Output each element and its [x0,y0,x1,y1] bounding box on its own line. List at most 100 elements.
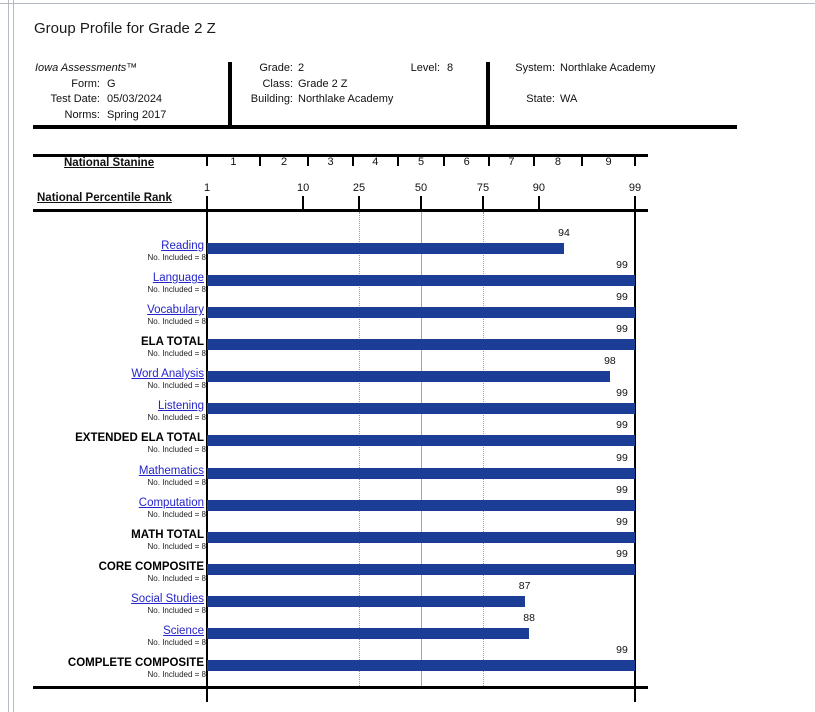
subject-total-label: COMPLETE COMPOSITE [67,657,204,669]
included-count: No. Included = 8 [147,510,206,519]
subject-total-label: ELA TOTAL [140,336,204,348]
level-label: Level: [410,62,440,74]
percentile-value: 98 [604,355,616,367]
included-count: No. Included = 8 [147,349,206,358]
stanine-scale-line [33,154,648,157]
class-label: Class: [262,78,293,90]
included-count: No. Included = 8 [147,285,206,294]
subject-total-label: MATH TOTAL [131,529,204,541]
test-date-value: 05/03/2024 [107,93,163,105]
included-count: No. Included = 8 [147,381,206,390]
percentile-bar [207,532,635,543]
subject-link[interactable]: Listening [157,400,204,412]
percentile-bar [207,660,635,671]
axis-right [634,196,636,702]
stanine-tick [634,157,636,166]
subject-link[interactable]: Language [152,272,204,284]
percentile-bar [207,500,635,511]
included-count: No. Included = 8 [147,670,206,679]
stanine-tick [532,157,535,166]
stanine-tick [352,157,355,166]
percentile-tick [537,196,540,211]
included-count: No. Included = 8 [147,253,206,262]
stanine-number: 4 [372,156,379,168]
chart-row: 99 EXTENDED ELA TOTAL No. Included = 8 [0,419,815,454]
chart-row: 99 Listening No. Included = 8 [0,387,815,422]
info-divider-1 [228,62,232,129]
gridline-50 [421,212,422,686]
percentile-value: 99 [616,387,628,399]
percentile-bar [207,243,565,254]
stanine-number: 2 [281,156,288,168]
subject-total-label: EXTENDED ELA TOTAL [75,432,204,444]
stanine-scale-label: National Stanine [64,157,155,169]
percentile-number: 1 [203,182,211,194]
percentile-bar [207,307,635,318]
stanine-tick [487,157,490,166]
percentile-value: 99 [616,419,628,431]
building-value: Northlake Academy [298,93,394,105]
stanine-number: 8 [554,156,561,168]
percentile-scale-label: National Percentile Rank [37,192,172,204]
stanine-tick [206,157,208,166]
included-count: No. Included = 8 [147,542,206,551]
chart-row: 99 MATH TOTAL No. Included = 8 [0,516,815,551]
state-label: State: [526,93,555,105]
percentile-tick [420,196,422,211]
percentile-value: 99 [616,259,628,271]
chart-row: 99 Vocabulary No. Included = 8 [0,291,815,326]
system-label: System: [515,62,555,74]
stanine-tick [581,157,584,166]
chart-row: 98 Word Analysis No. Included = 8 [0,355,815,390]
percentile-tick [357,196,360,211]
percentile-bar [207,628,530,639]
subject-link[interactable]: Social Studies [131,593,204,605]
system-value: Northlake Academy [560,62,656,74]
stanine-number: 7 [508,156,515,168]
subject-link[interactable]: Science [163,625,204,637]
percentile-bar [207,596,525,607]
norms-label: Norms: [64,109,100,121]
percentile-value: 99 [616,323,628,335]
stanine-tick [258,157,261,166]
chart-row: 94 Reading No. Included = 8 [0,227,815,262]
level-value: 8 [447,62,454,74]
header-rule [33,125,737,129]
product-name: Iowa Assessments™ [35,62,138,74]
subject-link[interactable]: Mathematics [138,465,204,477]
grade-value: 2 [298,62,305,74]
percentile-tick [482,196,485,211]
chart-bottom-rule [33,686,648,689]
test-date-label: Test Date: [50,93,100,105]
percentile-number: 50 [414,182,428,194]
percentile-bar [207,339,635,350]
info-divider-2 [486,62,490,129]
class-value: Grade 2 Z [298,78,348,90]
percentile-value: 99 [616,644,628,656]
percentile-value: 99 [616,484,628,496]
percentile-value: 87 [518,580,531,592]
stanine-number: 5 [417,156,425,168]
included-count: No. Included = 8 [147,638,206,647]
percentile-value: 99 [616,548,628,560]
subject-link[interactable]: Word Analysis [131,368,204,380]
form-label: Form: [71,78,100,90]
percentile-number: 10 [296,182,310,194]
percentile-value: 88 [523,612,535,624]
included-count: No. Included = 8 [147,317,206,326]
stanine-number: 1 [230,156,237,168]
axis-left [206,196,208,702]
subject-link[interactable]: Vocabulary [147,304,204,316]
chart-row: 99 ELA TOTAL No. Included = 8 [0,323,815,358]
subject-link[interactable]: Computation [138,497,204,509]
stanine-tick [443,157,446,166]
frame-left-border [8,0,14,712]
subject-link[interactable]: Reading [161,240,204,252]
chart-row: 99 Mathematics No. Included = 8 [0,452,815,487]
percentile-value: 94 [558,227,570,239]
percentile-bar [207,564,635,575]
norms-value: Spring 2017 [107,109,167,121]
chart-row: 99 Computation No. Included = 8 [0,484,815,519]
percentile-number: 25 [352,182,366,194]
